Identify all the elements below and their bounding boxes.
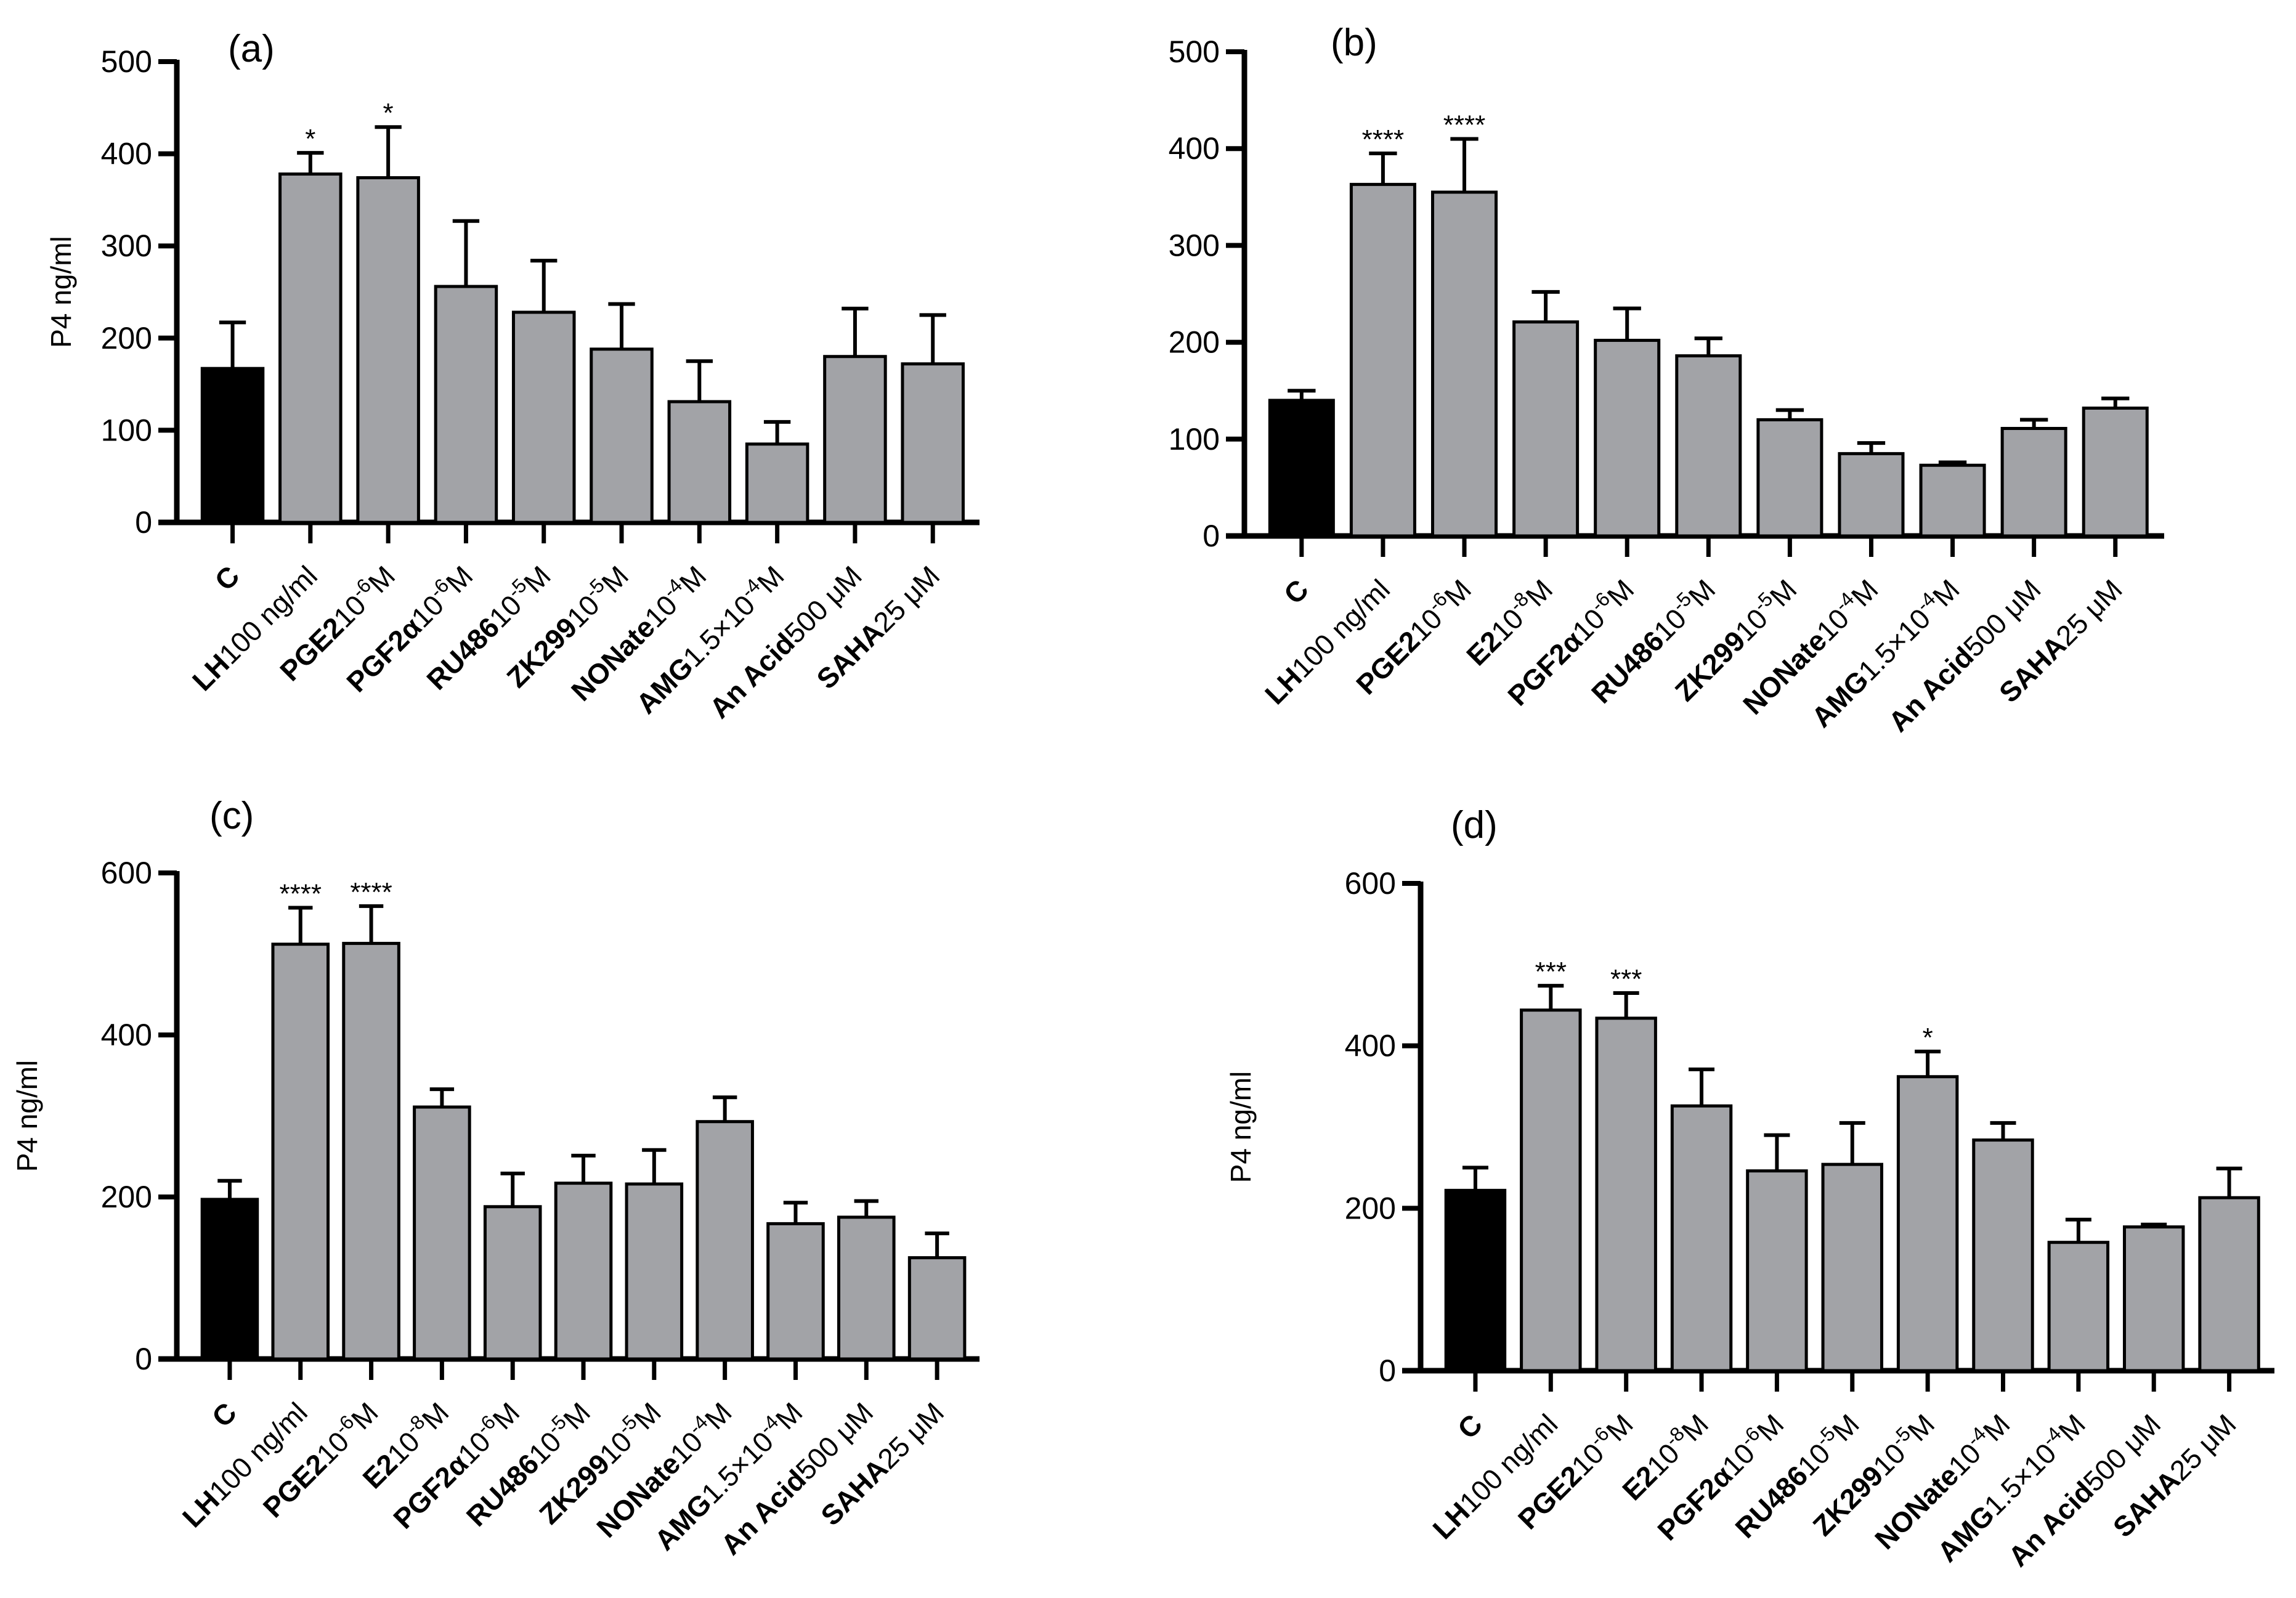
y-tick-label: 100 — [1169, 422, 1220, 456]
bar — [1520, 1008, 1582, 1373]
bar — [1268, 399, 1335, 538]
significance-marker: * — [305, 124, 315, 154]
y-tick-label: 400 — [1345, 1029, 1396, 1063]
y-tick-label: 200 — [1345, 1191, 1396, 1225]
y-tick-label: 0 — [1203, 519, 1220, 553]
bar — [590, 347, 654, 524]
x-tick-label: NONate10-4M — [562, 558, 712, 707]
bar — [413, 1105, 471, 1361]
bar — [1821, 1162, 1883, 1373]
panel-label: (a) — [228, 28, 275, 70]
bar — [278, 172, 343, 524]
y-tick-label: 100 — [101, 413, 152, 447]
bar — [1595, 1016, 1657, 1373]
bar — [745, 442, 809, 524]
y-tick-label: 0 — [1379, 1353, 1396, 1388]
bar — [554, 1182, 613, 1361]
bar — [271, 943, 330, 1361]
bar — [1746, 1169, 1808, 1373]
y-tick-label: 400 — [1169, 131, 1220, 166]
y-tick-label: 300 — [1169, 228, 1220, 262]
y-tick-label: 200 — [101, 321, 152, 355]
bar — [511, 310, 576, 524]
y-axis-label: P4 ng/ml — [11, 1060, 43, 1172]
bar — [1838, 452, 1905, 538]
bar — [696, 1120, 754, 1361]
significance-marker: * — [1923, 1023, 1933, 1053]
bar — [434, 285, 498, 524]
y-tick-label: 600 — [1345, 866, 1396, 901]
bar — [1594, 338, 1661, 538]
y-axis-label: P4 ng/ml — [1225, 1071, 1257, 1183]
bar — [1512, 320, 1580, 538]
bar — [1972, 1138, 2034, 1373]
significance-marker: **** — [1443, 110, 1486, 140]
bar — [907, 1256, 967, 1361]
bar — [1675, 354, 1742, 538]
bar — [200, 1198, 259, 1361]
bar — [2082, 406, 2149, 538]
bar — [1431, 190, 1498, 538]
bar — [901, 362, 965, 524]
bar — [356, 176, 420, 524]
bar — [1349, 182, 1416, 538]
x-tick-label: C — [1451, 1408, 1488, 1445]
x-tick-label: C — [1278, 573, 1315, 610]
x-tick-label: SAHA25 μM — [814, 1396, 950, 1531]
significance-marker: *** — [1535, 957, 1567, 987]
bar — [625, 1182, 684, 1361]
x-tick-label: C — [206, 1396, 243, 1433]
panel-label: (b) — [1331, 22, 1377, 64]
bar — [2000, 427, 2067, 538]
bar — [342, 941, 400, 1361]
y-tick-label: 200 — [1169, 325, 1220, 360]
bar — [2198, 1196, 2260, 1373]
bar — [837, 1215, 896, 1361]
bar — [667, 400, 732, 524]
panel-label: (c) — [209, 795, 254, 837]
bar — [200, 367, 265, 524]
y-tick-label: 500 — [101, 44, 152, 79]
bar — [1896, 1075, 1959, 1373]
y-tick-label: 500 — [1169, 34, 1220, 69]
bar — [1444, 1188, 1507, 1373]
significance-marker: **** — [1362, 124, 1405, 155]
y-tick-label: 600 — [101, 856, 152, 890]
y-tick-label: 400 — [101, 1018, 152, 1052]
y-tick-label: 0 — [135, 505, 152, 540]
significance-marker: *** — [1610, 964, 1642, 994]
y-tick-label: 0 — [135, 1342, 152, 1376]
bar — [1756, 418, 1823, 538]
bar — [1919, 463, 1986, 538]
panel-label: (d) — [1451, 804, 1498, 846]
bar — [2122, 1225, 2185, 1373]
y-axis-label: P4 ng/ml — [45, 236, 77, 348]
significance-marker: **** — [279, 879, 322, 909]
x-tick-label: An Acid500 μM — [1882, 573, 2047, 738]
y-tick-label: 200 — [101, 1180, 152, 1214]
significance-marker: * — [383, 98, 394, 128]
significance-marker: **** — [350, 877, 392, 907]
y-tick-label: 400 — [101, 137, 152, 171]
bar — [483, 1205, 542, 1361]
y-tick-label: 300 — [101, 229, 152, 263]
bar — [1670, 1104, 1733, 1373]
bar — [2047, 1241, 2110, 1373]
bar — [823, 355, 887, 524]
bar — [766, 1222, 825, 1361]
x-tick-label: C — [208, 559, 245, 596]
